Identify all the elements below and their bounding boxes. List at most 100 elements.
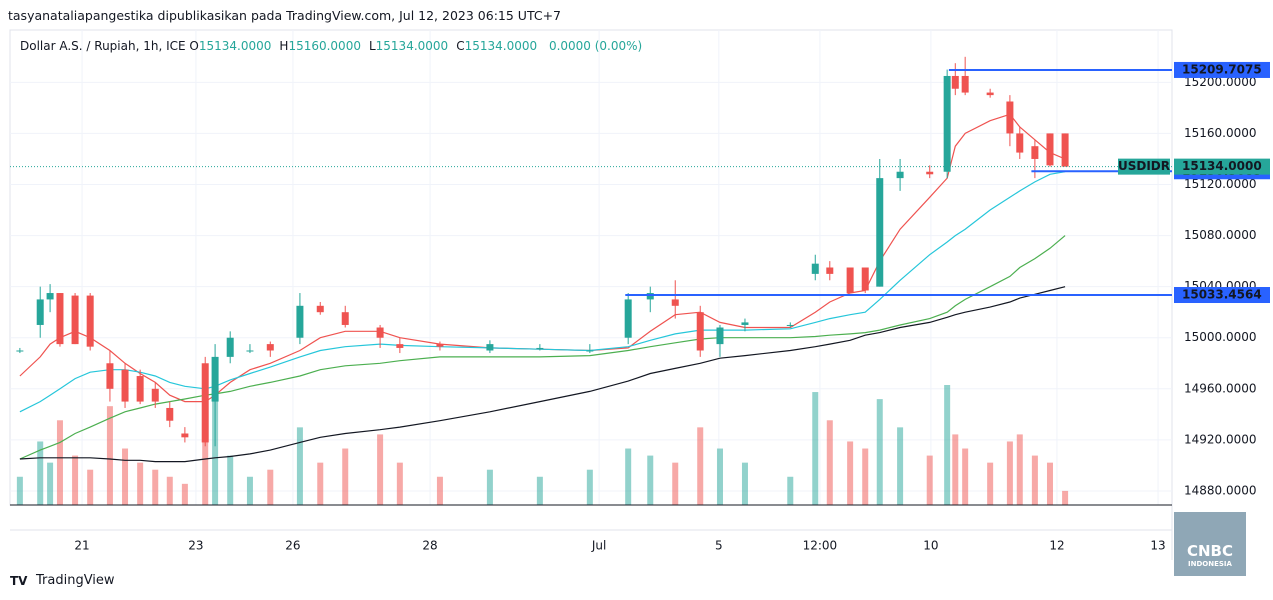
volume-bar	[826, 420, 833, 505]
volume-bar	[672, 462, 679, 505]
candle-body	[741, 322, 749, 325]
candle-body	[961, 75, 969, 93]
candle-body	[151, 388, 159, 402]
candle-body	[211, 356, 219, 402]
volume-bar	[137, 462, 144, 505]
volume-bar	[1016, 434, 1023, 505]
x-tick-label: 12	[1049, 539, 1064, 553]
volume-bar	[787, 476, 794, 505]
volume-bar	[625, 448, 632, 505]
volume-bar	[87, 469, 94, 505]
candle-body	[136, 376, 144, 402]
candle-body	[624, 299, 632, 338]
ohlc-value: 15134.0000	[464, 39, 538, 53]
ohlc-key: H	[279, 39, 289, 53]
ohlc: O15134.0000 H15160.0000 L15134.0000 C15134.…	[189, 39, 545, 53]
candle-body	[56, 293, 64, 345]
volume-bar	[212, 399, 219, 505]
candle-body	[436, 344, 444, 347]
volume-bar	[181, 483, 188, 505]
candle-body	[811, 263, 819, 274]
candle-body	[861, 267, 869, 291]
volume-bar	[812, 392, 819, 505]
candle-body	[86, 295, 94, 347]
candle-body	[986, 92, 994, 96]
candle-body	[486, 344, 494, 351]
volume-bar	[377, 434, 384, 505]
y-tick-label: 15120.0000	[1184, 177, 1257, 191]
volume-bar	[1062, 490, 1069, 505]
candle-body	[586, 350, 594, 352]
ohlc-key: C	[456, 39, 465, 53]
moving-average	[19, 113, 1066, 403]
candle-body	[71, 295, 79, 345]
candle-body	[296, 305, 304, 338]
candle-body	[246, 350, 254, 352]
candle-body	[876, 178, 884, 287]
x-tick-label: 23	[188, 539, 203, 553]
volume-bar	[847, 441, 854, 505]
moving-average	[19, 171, 1066, 413]
candle-body	[316, 305, 324, 313]
x-tick-label: 21	[74, 539, 89, 553]
x-tick-label: 5	[715, 539, 723, 553]
moving-average	[19, 235, 1066, 460]
candle-body	[926, 171, 934, 175]
candle-body	[1016, 133, 1024, 153]
volume-bar	[396, 462, 403, 505]
candle-body	[106, 363, 114, 389]
candle-body	[951, 75, 959, 89]
volume-bar	[166, 476, 173, 505]
y-tick-label: 14920.0000	[1184, 432, 1257, 446]
candle-body	[671, 299, 679, 306]
level-tag	[1174, 287, 1270, 304]
ohlc-value: 15134.0000	[198, 39, 272, 53]
volume-bar	[106, 406, 113, 505]
volume-bar	[647, 455, 654, 505]
y-tick-label: 15160.0000	[1184, 126, 1257, 140]
price-tag	[1174, 158, 1270, 175]
symbol: Dollar A.S. / Rupiah, 1h, ICE	[20, 39, 186, 53]
watermark: CNBC INDONESIA	[1174, 512, 1246, 576]
candle-body	[646, 293, 654, 300]
volume-bar	[741, 462, 748, 505]
volume-bar	[1006, 441, 1013, 505]
level-tag	[1174, 61, 1270, 78]
candle-body	[696, 312, 704, 351]
y-tick-label: 15000.0000	[1184, 330, 1257, 344]
volume-bar	[716, 448, 723, 505]
x-tick-label: 10	[923, 539, 938, 553]
ohlc-value: 15160.0000	[288, 39, 361, 53]
candle-body	[341, 312, 349, 325]
volume-bar	[897, 427, 904, 505]
candle-body	[16, 350, 24, 352]
volume-bar	[486, 469, 493, 505]
volume-bar	[56, 420, 63, 505]
change: 0.0000 (0.00%)	[548, 39, 643, 53]
symbol-legend: Dollar A.S. / Rupiah, 1h, ICE O15134.000…	[20, 39, 650, 53]
volume-bar	[926, 455, 933, 505]
volume-bar	[152, 469, 159, 505]
candle-body	[786, 324, 794, 326]
x-tick-label: Jul	[591, 539, 606, 553]
volume-bar	[697, 427, 704, 505]
candle-body	[201, 363, 209, 443]
ohlc-value: 15134.0000	[375, 39, 449, 53]
volume-bar	[536, 476, 543, 505]
volume-bar	[202, 420, 209, 505]
volume-bar	[267, 469, 274, 505]
candle-body	[716, 327, 724, 345]
watermark-brand: CNBC	[1186, 542, 1233, 560]
moving-average	[19, 286, 1066, 463]
candle-body	[266, 344, 274, 351]
level-label: 15033.4564	[1182, 288, 1262, 302]
logo-mark: TV	[10, 574, 28, 588]
candle-body	[1061, 133, 1069, 167]
candle-body	[1046, 133, 1054, 166]
volume-bar	[16, 476, 23, 505]
footer-brand: TradingView	[36, 573, 115, 588]
volume-bar	[72, 455, 79, 505]
y-tick-label: 14960.0000	[1184, 381, 1257, 395]
